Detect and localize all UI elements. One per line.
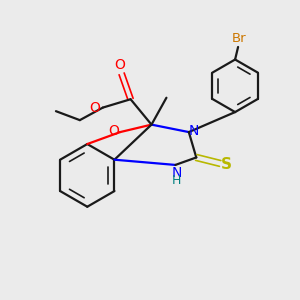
Text: O: O: [89, 100, 100, 115]
Text: N: N: [189, 124, 200, 138]
Text: S: S: [221, 158, 232, 172]
Text: Br: Br: [231, 32, 246, 44]
Text: N: N: [172, 166, 182, 180]
Text: O: O: [114, 58, 125, 73]
Text: O: O: [108, 124, 119, 138]
Text: H: H: [172, 174, 182, 187]
